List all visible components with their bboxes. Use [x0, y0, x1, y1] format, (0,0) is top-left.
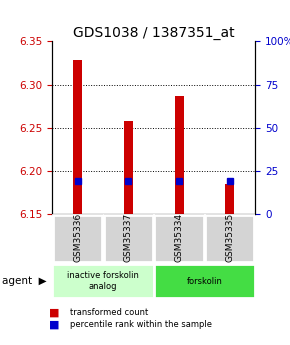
Text: GSM35335: GSM35335 [225, 213, 234, 262]
FancyBboxPatch shape [53, 215, 102, 262]
Text: forskolin: forskolin [186, 277, 222, 286]
FancyBboxPatch shape [154, 264, 255, 298]
FancyBboxPatch shape [104, 215, 153, 262]
Title: GDS1038 / 1387351_at: GDS1038 / 1387351_at [73, 26, 235, 40]
Bar [175, 96, 184, 214]
FancyBboxPatch shape [155, 215, 204, 262]
Bar [225, 184, 234, 214]
FancyBboxPatch shape [205, 215, 254, 262]
Text: GSM35336: GSM35336 [73, 213, 82, 262]
Text: ■: ■ [49, 307, 60, 317]
FancyBboxPatch shape [52, 264, 154, 298]
Text: percentile rank within the sample: percentile rank within the sample [70, 320, 212, 329]
Text: agent  ▶: agent ▶ [2, 276, 46, 286]
Text: GSM35334: GSM35334 [175, 213, 184, 262]
Text: transformed count: transformed count [70, 308, 148, 317]
Text: ■: ■ [49, 319, 60, 329]
Text: GSM35337: GSM35337 [124, 213, 133, 262]
Bar [73, 60, 82, 214]
Bar [124, 121, 133, 214]
Text: inactive forskolin
analog: inactive forskolin analog [67, 272, 139, 291]
